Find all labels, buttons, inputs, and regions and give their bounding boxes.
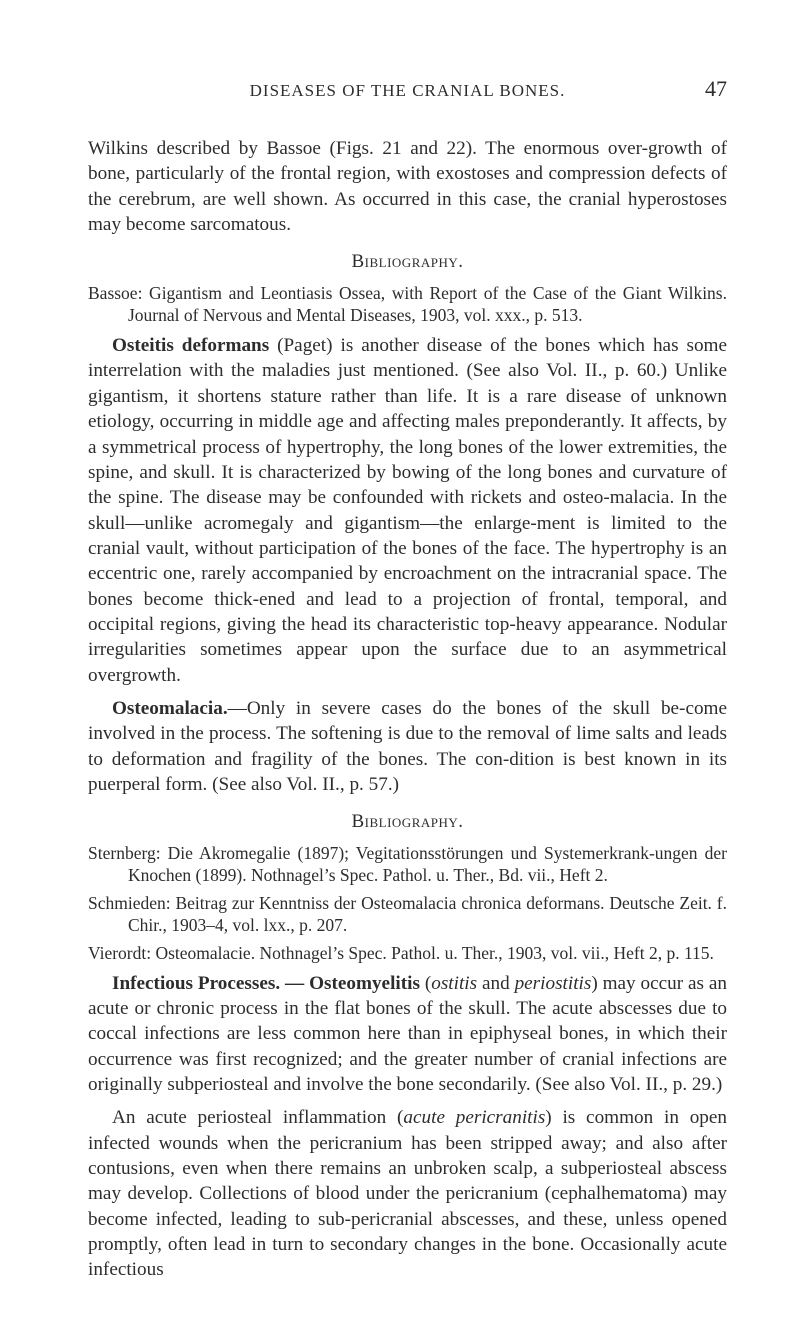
paragraph-1: Wilkins described by Bassoe (Figs. 21 an… [88, 136, 727, 237]
paragraph-text: (Paget) is another disease of the bones … [88, 335, 727, 685]
italic-term: periostitis [515, 973, 592, 994]
paragraph-text: ) is common in open infected wounds when… [88, 1107, 727, 1280]
paragraph-osteitis-deformans: Osteitis deformans (Paget) is another di… [88, 333, 727, 688]
section-lead: Infectious Processes. — Osteomyelitis [112, 973, 420, 994]
section-lead: Osteitis deformans [112, 335, 269, 356]
bibliography-entry: Sternberg: Die Akromegalie (1897); Vegit… [88, 843, 727, 887]
bibliography-entry: Bassoe: Gigantism and Leontiasis Ossea, … [88, 283, 727, 327]
italic-term: acute pericranitis [403, 1107, 545, 1128]
running-title: DISEASES OF THE CRANIAL BONES. [128, 81, 687, 101]
running-head: DISEASES OF THE CRANIAL BONES. 47 [88, 76, 727, 102]
page-number: 47 [687, 76, 727, 102]
paragraph-osteomalacia: Osteomalacia.—Only in severe cases do th… [88, 696, 727, 797]
bibliography-heading-1: Bibliography. [88, 251, 727, 273]
italic-term: ostitis [431, 973, 477, 994]
paragraph-pericranitis: An acute periosteal inflammation (acute … [88, 1105, 727, 1282]
section-lead: Osteomalacia. [112, 698, 228, 719]
paragraph-infectious-processes: Infectious Processes. — Osteomyelitis (o… [88, 971, 727, 1098]
page: DISEASES OF THE CRANIAL BONES. 47 Wilkin… [0, 0, 801, 1336]
bibliography-entry: Schmieden: Beitrag zur Kenntniss der Ost… [88, 893, 727, 937]
bibliography-entry: Vierordt: Osteomalacie. Nothnagel’s Spec… [88, 943, 727, 965]
bibliography-heading-2: Bibliography. [88, 811, 727, 833]
paragraph-text: and [477, 973, 514, 994]
paragraph-text: ( [420, 973, 431, 994]
paragraph-text: An acute periosteal inflammation ( [112, 1107, 403, 1128]
